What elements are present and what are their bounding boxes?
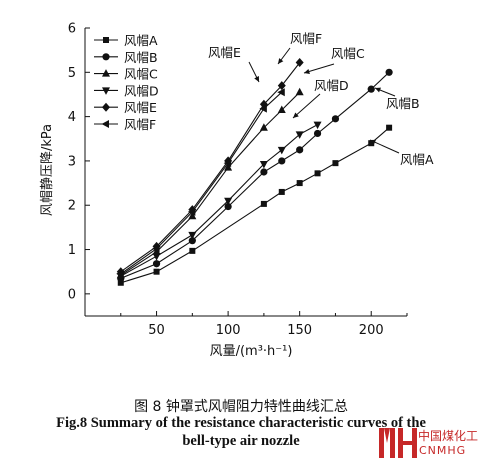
data-point-1 xyxy=(296,180,303,187)
data-point-1 xyxy=(386,124,393,131)
x-tick-label: 200 xyxy=(359,323,384,338)
annotation-label: 风帽F xyxy=(290,31,322,46)
data-point-1 xyxy=(153,268,160,275)
data-point-4 xyxy=(188,231,197,240)
data-point-6 xyxy=(152,244,160,253)
data-point-1 xyxy=(117,279,124,286)
x-tick-label: 100 xyxy=(216,323,241,338)
legend-label: 风帽C xyxy=(124,67,158,82)
legend-label: 风帽E xyxy=(124,100,157,115)
data-point-2 xyxy=(296,146,304,154)
resistance-chart: 0 1 2 3 4 5 6 50 100 150 200 风量/(m³·h⁻¹) 风帽静压降/kPa 风帽… xyxy=(39,22,434,360)
annotation-arrowhead xyxy=(254,76,259,82)
watermark-mh-icon xyxy=(379,428,417,458)
data-point-5 xyxy=(277,81,286,91)
figure-caption-english-line1: Fig.8 Summary of the resistance characte… xyxy=(56,415,426,431)
legend-label: 风帽D xyxy=(124,83,159,98)
annotation-arrow xyxy=(292,93,321,119)
data-point-2 xyxy=(188,237,196,245)
legend-marker xyxy=(103,37,109,43)
annotation-arrowhead xyxy=(278,58,284,64)
data-point-4 xyxy=(313,121,322,130)
watermark-logo: 中国煤化工 CNMHG xyxy=(378,425,482,461)
x-tick-label: 150 xyxy=(287,323,312,338)
data-point-3 xyxy=(224,163,233,171)
legend-marker xyxy=(102,53,110,61)
series-line-1 xyxy=(120,127,390,284)
figure-caption-chinese: 图 8 钟罩式风帽阻力特性曲线汇总 xyxy=(134,399,348,415)
data-point-1 xyxy=(278,188,285,195)
data-point-2 xyxy=(152,260,161,268)
data-point-2 xyxy=(278,157,286,165)
data-point-3 xyxy=(188,211,197,220)
data-point-3 xyxy=(295,87,304,96)
data-point-3 xyxy=(259,123,268,131)
figure-caption-english-line2: bell-type air nozzle xyxy=(182,433,300,449)
annotation-arrowhead xyxy=(304,68,310,74)
data-point-2 xyxy=(367,85,375,93)
y-tick-label: 1 xyxy=(68,243,76,258)
data-point-6 xyxy=(259,104,267,113)
series-line-4 xyxy=(120,124,318,277)
annotation-label: 风帽A xyxy=(400,152,434,167)
data-point-4 xyxy=(224,197,233,206)
data-point-1 xyxy=(314,170,321,177)
data-point-1 xyxy=(368,140,375,147)
watermark-chinese-text: 中国煤化工 xyxy=(418,429,479,443)
annotation-label: 风帽D xyxy=(314,78,349,93)
data-point-2 xyxy=(260,168,268,176)
annotation-arrowhead xyxy=(293,112,299,118)
data-point-1 xyxy=(260,200,267,207)
watermark-english-text: CNMHG xyxy=(419,444,467,457)
data-point-1 xyxy=(189,247,196,254)
y-tick-label: 3 xyxy=(68,154,76,169)
annotation-arrowhead xyxy=(375,87,381,93)
data-point-6 xyxy=(223,159,232,168)
y-tick-label: 6 xyxy=(68,22,76,37)
data-point-2 xyxy=(385,68,393,76)
legend-label: 风帽B xyxy=(124,50,158,65)
data-point-6 xyxy=(116,269,124,278)
legend-marker xyxy=(101,120,109,128)
legend-label: 风帽F xyxy=(124,117,156,132)
data-point-4 xyxy=(295,131,304,139)
y-tick-label: 5 xyxy=(68,66,76,81)
data-point-4 xyxy=(152,253,161,261)
x-tick-label: 50 xyxy=(148,323,165,338)
data-point-2 xyxy=(331,115,340,123)
annotation-label: 风帽E xyxy=(208,45,241,60)
legend-marker xyxy=(102,102,110,112)
data-point-4 xyxy=(259,161,268,169)
annotation-label: 风帽B xyxy=(386,96,420,111)
data-point-5 xyxy=(295,58,304,68)
data-point-4 xyxy=(277,146,286,155)
data-point-6 xyxy=(187,207,196,216)
data-point-1 xyxy=(332,160,339,167)
data-point-2 xyxy=(313,129,322,138)
legend-marker xyxy=(102,87,110,95)
y-tick-label: 0 xyxy=(68,287,76,302)
data-point-3 xyxy=(277,105,286,113)
y-tick-label: 4 xyxy=(68,110,76,125)
y-tick-label: 2 xyxy=(68,199,76,214)
data-point-6 xyxy=(277,88,285,97)
y-axis-title: 风帽静压降/kPa xyxy=(39,124,55,216)
x-axis-title: 风量/(m³·h⁻¹) xyxy=(210,344,293,359)
annotation-label: 风帽C xyxy=(331,46,365,61)
legend-marker xyxy=(102,69,110,77)
legend-label: 风帽A xyxy=(124,33,158,48)
data-point-2 xyxy=(224,202,232,211)
annotation-arrowhead xyxy=(370,139,376,145)
